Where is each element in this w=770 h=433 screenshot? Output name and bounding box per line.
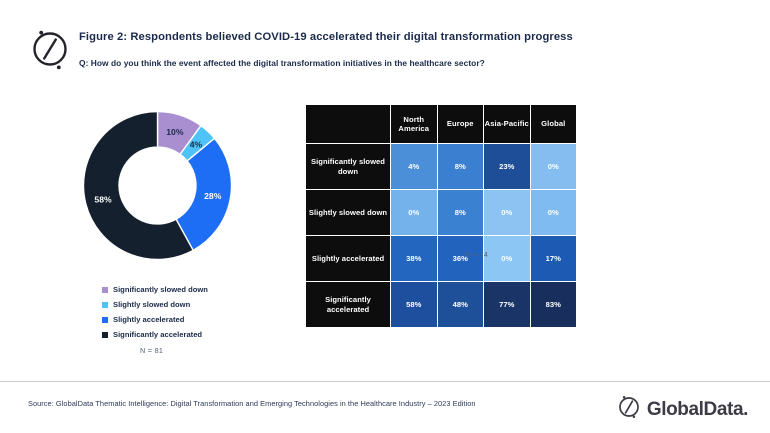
row-header-label: Significantly accelerated [306,282,390,327]
figure-question: Q: How do you think the event affected t… [79,58,485,68]
chart-legend: Significantly slowed down Slightly slowe… [102,283,292,343]
table-value-cell: 38% [391,236,437,281]
globaldata-circle-slash-icon [28,24,72,74]
donut-slice-label: 28% [204,191,222,201]
table-sample-size: N = 74 [465,250,489,259]
header: Figure 2: Respondents believed COVID-19 … [0,0,770,92]
table-header-row: North America Europe Asia-Pacific Global [306,105,576,143]
donut-slice-label: 10% [166,127,184,137]
row-header-label: Slightly accelerated [306,236,390,281]
title-block: Figure 2: Respondents believed COVID-19 … [79,30,739,69]
table-value-cell: 77% [484,282,530,327]
donut-sample-size: N = 81 [140,346,164,355]
table-value-cell: 58% [391,282,437,327]
column-header-europe: Europe [437,105,483,143]
table-value-cell: 8% [437,144,483,189]
table-corner-cell [306,105,390,143]
row-header-label: Significantly slowed down [306,144,390,189]
table-value-cell: 0% [530,144,576,189]
table-value-cell: 0% [484,190,530,235]
table-value-cell: 48% [437,282,483,327]
table-value-cell: 0% [484,236,530,281]
legend-item-slightly-accelerated[interactable]: Slightly accelerated [102,313,292,327]
table-head: North America Europe Asia-Pacific Global [306,105,576,143]
donut-slice[interactable] [175,137,233,252]
donut-slice-group [82,110,233,261]
legend-item-label: Significantly accelerated [113,330,203,340]
globaldata-circle-slash-icon [616,392,642,427]
legend-swatch-icon [102,316,108,323]
table-row: Slightly accelerated 38% 36% 0% 17% [306,236,576,281]
column-header-asia-pacific: Asia-Pacific [484,105,530,143]
donut-slice-label: 4% [190,140,203,150]
donut-slice[interactable] [82,110,195,261]
legend-swatch-icon [102,301,108,308]
donut-chart-svg: 10% 4% 28% 58% [82,110,233,261]
legend-swatch-icon [102,286,108,293]
legend-item-significantly-accelerated[interactable]: Significantly accelerated [102,328,292,342]
column-header-global: Global [530,105,576,143]
legend-item-label: Slightly accelerated [113,315,185,325]
donut-chart: 10% 4% 28% 58% [65,98,250,273]
legend-swatch-icon [102,331,108,338]
footer-logo: GlobalData. [616,392,748,427]
table-body: Significantly slowed down 4% 8% 23% 0% Slight… [306,144,576,327]
table-value-cell: 0% [391,190,437,235]
legend-item-slightly-slowed-down[interactable]: Slightly slowed down [102,298,292,312]
row-header-label: Slightly slowed down [306,190,390,235]
column-header-north-america: North America [391,105,437,143]
donut-label-group: 10% 4% 28% 58% [94,127,221,204]
table-value-cell: 83% [530,282,576,327]
table-row: Slightly slowed down 0% 8% 0% 0% [306,190,576,235]
regional-matrix-table: North America Europe Asia-Pacific Global… [305,104,577,328]
legend-item-label: Significantly slowed down [113,285,208,295]
donut-slice-label: 58% [94,194,112,204]
table-value-cell: 23% [484,144,530,189]
donut-chart-panel: 10% 4% 28% 58% Significantly slowed down Sl… [40,96,292,355]
table-value-cell: 8% [437,190,483,235]
table-row: Significantly accelerated 58% 48% 77% 83% [306,282,576,327]
table-value-cell: 36% [437,236,483,281]
table-row: Significantly slowed down 4% 8% 23% 0% [306,144,576,189]
figure-title: Figure 2: Respondents believed COVID-19 … [79,31,573,43]
legend-item-significantly-slowed-down[interactable]: Significantly slowed down [102,283,292,297]
footer-divider [0,381,770,382]
table-value-cell: 4% [391,144,437,189]
table-value-cell: 17% [530,236,576,281]
table-value-cell: 0% [530,190,576,235]
footer-logo-text: GlobalData. [646,398,749,420]
legend-item-label: Slightly slowed down [113,300,191,310]
regional-matrix-panel: North America Europe Asia-Pacific Global… [305,104,577,328]
source-note: Source: GlobalData Thematic Intelligence… [28,399,476,408]
